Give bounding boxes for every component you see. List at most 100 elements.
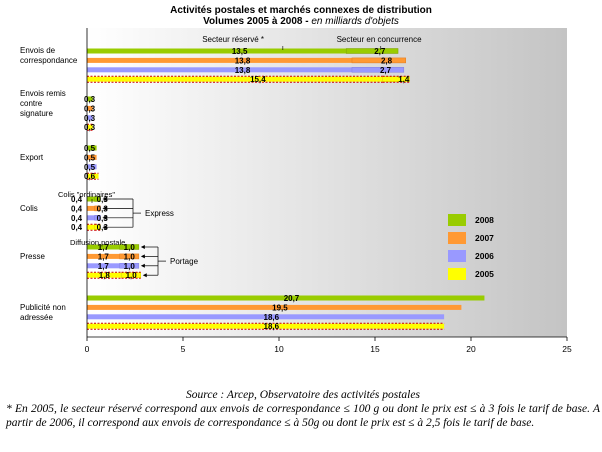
data-label: 1,7 (98, 252, 110, 261)
bar-segment (119, 253, 140, 260)
footnote: * En 2005, le secteur réservé correspond… (6, 403, 600, 429)
category-label: Publicité non (20, 303, 66, 312)
data-label: 1,0 (126, 271, 138, 280)
category-label: Export (20, 153, 44, 162)
bar-segment (87, 154, 97, 160)
legend-swatch (448, 268, 466, 280)
x-tick-label: 0 (85, 344, 90, 354)
bar-segment (351, 57, 406, 64)
bar-segment (87, 215, 95, 221)
data-label: 0,4 (71, 204, 83, 213)
category-label: Presse (20, 252, 45, 261)
legend-swatch (448, 250, 466, 262)
data-label: 1,0 (124, 252, 136, 261)
data-label: 0,3 (84, 95, 96, 104)
data-label: 0,4 (71, 195, 83, 204)
data-label: 0,3 (97, 223, 109, 232)
data-label: 0,6 (84, 172, 96, 181)
legend-entry: 2008 (475, 215, 494, 225)
data-label: 0,3 (97, 214, 109, 223)
legend-entry: 2005 (475, 269, 494, 279)
data-label: 1,0 (124, 243, 136, 252)
chart: Activités postales et marchés connexes d… (20, 5, 572, 354)
data-label: 18,6 (264, 322, 280, 331)
data-label: 1,0 (124, 262, 136, 271)
bar-segment (87, 253, 120, 259)
legend-entry: 2006 (475, 251, 494, 261)
bar-segment (87, 263, 120, 269)
legend-swatch (448, 232, 466, 244)
bar-segment (351, 67, 405, 73)
bar-segment (87, 67, 352, 73)
bar-segment (87, 224, 95, 230)
bar-segment (94, 196, 101, 202)
bar-segment (87, 96, 93, 102)
data-label: 13,5 (232, 47, 248, 56)
bar-segment (87, 76, 383, 82)
bar-segment (87, 295, 485, 301)
bar-segment (87, 124, 93, 130)
arrowhead (140, 254, 145, 259)
plot-area (87, 28, 567, 337)
data-label: 2,8 (381, 56, 393, 65)
bar-segment (87, 323, 445, 329)
data-label: 0,5 (84, 153, 96, 162)
data-label: 20,7 (284, 294, 300, 303)
source-note: Source : Arcep, Observatoire des activit… (186, 389, 420, 401)
data-label: 13,8 (235, 66, 251, 75)
bar-segment (94, 224, 101, 230)
legend-entry: 2007 (475, 233, 494, 243)
data-label: 1,7 (98, 262, 110, 271)
segment-label-reserve: Secteur réservé * (202, 35, 264, 44)
bar-segment (121, 272, 142, 278)
chart-footer: Source : Arcep, Observatoire des activit… (6, 388, 600, 430)
bar-segment (87, 314, 445, 320)
chart-subtitle: Volumes 2005 à 2008 - en milliards d'obj… (203, 16, 399, 27)
x-tick-label: 20 (466, 344, 476, 354)
data-label: 0,3 (97, 204, 109, 213)
category-label: correspondance (20, 56, 78, 65)
bar-segment (382, 76, 410, 82)
data-label: 1,4 (398, 75, 410, 84)
arrowhead (140, 245, 145, 249)
bar-segment (87, 105, 93, 111)
arrowhead (102, 215, 107, 220)
bar-segment (87, 244, 120, 250)
sublabel: Diffusion postale (70, 238, 125, 247)
bar-segment (87, 272, 122, 278)
data-label: 0,3 (97, 195, 109, 204)
bar-segment (87, 48, 347, 54)
bar-segment (87, 173, 99, 179)
bar-segment (94, 215, 101, 221)
data-label: 0,5 (84, 163, 96, 172)
data-label: 0,3 (84, 114, 96, 123)
arrowhead (140, 263, 145, 268)
data-label: 19,5 (272, 303, 288, 312)
data-label: 15,4 (250, 75, 266, 84)
data-label: 0,3 (84, 123, 96, 132)
bar-segment (345, 48, 399, 54)
data-label: 13,8 (235, 56, 251, 65)
bar-segment (87, 115, 93, 121)
data-label: 0,5 (84, 144, 96, 153)
x-tick-label: 15 (370, 344, 380, 354)
chart-title: Activités postales et marchés connexes d… (170, 5, 432, 16)
data-label: 2,7 (374, 47, 386, 56)
category-label: Envois de (20, 46, 56, 55)
bar-segment (87, 304, 462, 310)
segment-label-concurrence: Secteur en concurrence (337, 35, 422, 44)
arrowhead (142, 273, 147, 278)
arrowhead (102, 206, 107, 211)
category-label: adressée (20, 313, 53, 322)
data-label: 1,7 (98, 243, 110, 252)
bar-segment (94, 205, 101, 212)
bar-segment (119, 263, 140, 269)
x-tick-label: 25 (562, 344, 572, 354)
data-label: 0,4 (71, 223, 83, 232)
bar-segment (87, 57, 352, 63)
category-label: Colis (20, 204, 38, 213)
arrowhead (102, 197, 107, 201)
data-label: 0,4 (71, 214, 83, 223)
x-tick-label: 5 (181, 344, 186, 354)
bar-segment (119, 244, 140, 250)
